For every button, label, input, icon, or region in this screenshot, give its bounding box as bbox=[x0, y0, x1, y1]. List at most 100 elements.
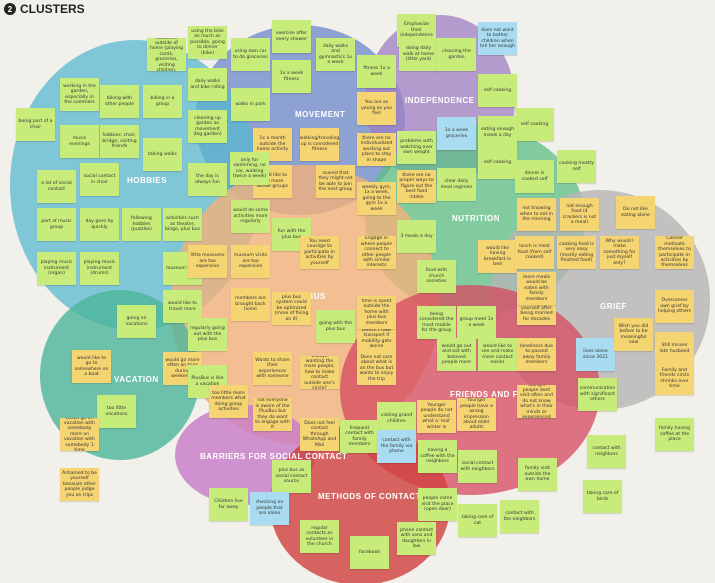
sticky-note[interactable]: playing music instrument (drums) bbox=[80, 252, 119, 285]
sticky-note[interactable]: plus bus as social contact source bbox=[272, 460, 311, 493]
sticky-note[interactable]: playing music instrument (organ) bbox=[37, 252, 76, 285]
sticky-note[interactable]: Family and friends circle shrinks over t… bbox=[655, 362, 694, 395]
sticky-note[interactable]: music evenings bbox=[60, 125, 99, 158]
sticky-note[interactable]: walking/traveling up is considered fitne… bbox=[300, 128, 339, 161]
sticky-note[interactable]: phone contact with sons and daughters in… bbox=[397, 522, 436, 555]
sticky-note[interactable]: cleaning the garden bbox=[437, 38, 476, 71]
sticky-note[interactable]: social contact with neighbors bbox=[458, 450, 497, 483]
sticky-note[interactable]: would go on vacation with somebody more … bbox=[60, 418, 99, 451]
sticky-note[interactable]: visiting grand children bbox=[377, 402, 416, 435]
sticky-note[interactable]: exercise after every shower bbox=[272, 20, 311, 53]
sticky-note[interactable]: people come visit the place (open door) bbox=[418, 488, 457, 521]
sticky-note[interactable]: Younger people do not understand what a … bbox=[417, 400, 456, 433]
sticky-note[interactable]: facebook bbox=[350, 536, 389, 569]
sticky-note[interactable]: taking care of birds bbox=[583, 480, 622, 513]
sticky-note[interactable]: always wanting the more people, how to m… bbox=[300, 356, 339, 389]
sticky-note[interactable]: taking care of cat bbox=[458, 504, 497, 537]
sticky-note[interactable]: cooking food is very easy (mostly eating… bbox=[557, 236, 596, 269]
sticky-note[interactable]: hobbies: choir, bridge, visiting friends bbox=[100, 125, 139, 158]
sticky-note[interactable]: dinner is cooked self bbox=[515, 160, 554, 193]
sticky-note[interactable]: doing daily walk at home (little yard) bbox=[399, 38, 438, 71]
sticky-note[interactable]: activities such as theater, bingo, plus … bbox=[163, 208, 202, 241]
sticky-note[interactable]: would like to see and make more contact … bbox=[478, 338, 517, 371]
sticky-note[interactable]: more meals would be eaten with family me… bbox=[517, 272, 556, 305]
sticky-note[interactable]: 1x a week groceries bbox=[437, 117, 476, 150]
sticky-note[interactable]: daily walks and gymnastics 1x a week bbox=[316, 38, 355, 71]
sticky-note[interactable]: Do not like eating alone bbox=[616, 196, 655, 229]
sticky-note[interactable]: lunch is most food (from self cooked) bbox=[515, 236, 554, 269]
sticky-note[interactable]: cleaning up garden as movement (big gard… bbox=[188, 110, 227, 143]
sticky-note[interactable]: going on vacations bbox=[117, 305, 156, 338]
sticky-note[interactable]: plus bus system could be optimized (more… bbox=[272, 292, 311, 325]
sticky-note[interactable]: Ashamed to be yourself because other peo… bbox=[60, 468, 99, 501]
sticky-note[interactable]: there are no proper ways to figure out t… bbox=[397, 170, 436, 203]
sticky-note[interactable]: biking with other people bbox=[100, 85, 139, 118]
sticky-note[interactable]: Cannot motivate themselves to participat… bbox=[655, 236, 694, 269]
sticky-note[interactable]: would do some activities more regularly bbox=[231, 200, 270, 233]
sticky-note[interactable]: self cooking bbox=[478, 74, 517, 107]
sticky-note[interactable]: family visit outside the own home bbox=[518, 458, 557, 491]
sticky-note[interactable]: too little vacations bbox=[97, 395, 136, 428]
sticky-note[interactable]: social contact in choir bbox=[80, 163, 119, 196]
sticky-note[interactable]: eating enough meals a day bbox=[478, 116, 517, 149]
sticky-note[interactable]: many activities outside of home (playing… bbox=[147, 38, 186, 71]
sticky-note[interactable]: Does not feel contact through WhatsApp a… bbox=[300, 418, 339, 451]
sticky-note[interactable]: Overcomes own grief by helping others bbox=[655, 290, 694, 323]
sticky-note[interactable]: Why would I make something for just myse… bbox=[600, 236, 639, 269]
sticky-note[interactable]: clear daily meal regimen bbox=[437, 168, 476, 201]
sticky-note[interactable]: scared that they might not be able to jo… bbox=[316, 165, 355, 198]
sticky-note[interactable]: not knowing when to eat in the morning bbox=[517, 198, 556, 231]
sticky-note[interactable]: part of music group bbox=[37, 208, 76, 241]
sticky-note[interactable]: using the bike as much as possible, goin… bbox=[188, 26, 227, 59]
sticky-note[interactable]: being considered the most mobile for the… bbox=[417, 306, 456, 339]
sticky-note[interactable]: museum visits are too expensive bbox=[231, 245, 270, 278]
sticky-note[interactable]: Does not care about what is on the bus b… bbox=[357, 352, 396, 385]
sticky-note[interactable]: You need courage to participate in activ… bbox=[300, 236, 339, 269]
sticky-note[interactable]: problems with watching over own weight bbox=[397, 131, 436, 164]
sticky-note[interactable]: only for swimming, no car, walking (twic… bbox=[230, 152, 269, 185]
sticky-note[interactable]: weekly gym, 1x a week, going to the gym … bbox=[357, 182, 396, 215]
sticky-note[interactable]: little museums are too expensive bbox=[188, 245, 227, 278]
sticky-note[interactable]: communication with significant others bbox=[578, 378, 617, 411]
sticky-note[interactable]: fitness 1x a week bbox=[357, 55, 396, 88]
sticky-note[interactable]: Engage in where people connect to other … bbox=[357, 236, 396, 269]
sticky-note[interactable]: regular contacts as volunteer in the chu… bbox=[300, 520, 339, 553]
sticky-note[interactable]: time is spent outside the home with plus… bbox=[357, 296, 396, 329]
sticky-note[interactable]: 3 meals a day bbox=[397, 220, 436, 253]
sticky-note[interactable]: following hobbies (puzzles) bbox=[122, 208, 161, 241]
sticky-note[interactable]: 1x a week fitness bbox=[272, 60, 311, 93]
sticky-note[interactable]: Still misses late husband bbox=[655, 332, 694, 365]
sticky-note[interactable]: contact with the family via phone bbox=[377, 430, 416, 463]
sticky-note[interactable]: would like having breakfast in bed bbox=[478, 240, 517, 273]
sticky-note[interactable]: would like to go to somewhere on a boat bbox=[72, 350, 111, 383]
sticky-note[interactable]: members are brought back home bbox=[231, 288, 270, 321]
sticky-note[interactable]: daily walks and bike riding bbox=[188, 68, 227, 101]
sticky-note[interactable]: family having coffee at the place bbox=[655, 418, 694, 451]
sticky-note[interactable]: too little more members what doing group… bbox=[209, 385, 248, 418]
sticky-note[interactable]: not everyone is aware of the PlusBus but… bbox=[253, 398, 292, 431]
sticky-note[interactable]: Younger people have a wrong impression a… bbox=[457, 398, 496, 431]
sticky-note[interactable]: You are as young as you feel bbox=[357, 92, 396, 125]
sticky-note[interactable]: walks in park bbox=[231, 88, 270, 121]
sticky-note[interactable]: would like to travel more bbox=[163, 290, 202, 323]
sticky-note[interactable]: Younger people dont visit often and do n… bbox=[517, 385, 556, 418]
sticky-note[interactable]: checking on people that are alone bbox=[250, 492, 289, 525]
sticky-note[interactable]: frequent contact with family members bbox=[340, 420, 379, 453]
sticky-note[interactable]: a lot of social contact bbox=[37, 170, 76, 203]
sticky-note[interactable]: working in the garden, especially in the… bbox=[60, 78, 99, 111]
sticky-note[interactable]: group meet 1x a week bbox=[457, 306, 496, 339]
sticky-note[interactable]: would go out and eat with beloved people… bbox=[437, 338, 476, 371]
sticky-note[interactable]: Wish you did before to be meaningful now bbox=[614, 318, 653, 351]
sticky-note[interactable]: contact with neighbors bbox=[587, 435, 626, 468]
sticky-note[interactable]: does not want to bother children when te… bbox=[478, 22, 517, 55]
sticky-note[interactable]: regularly going out with the plus bus bbox=[188, 318, 227, 351]
sticky-note[interactable]: day goes by quickly bbox=[80, 208, 119, 241]
sticky-note[interactable]: contact with the neighbors bbox=[500, 500, 539, 533]
sticky-note[interactable]: biking in a group bbox=[143, 85, 182, 118]
sticky-note[interactable]: the day is always fun bbox=[188, 163, 227, 196]
sticky-note[interactable]: Children live far away bbox=[209, 488, 248, 521]
sticky-note[interactable]: being part of a choir bbox=[16, 108, 55, 141]
sticky-note[interactable]: loneliness due to passed away family mem… bbox=[517, 338, 556, 371]
sticky-note[interactable]: self cooking bbox=[515, 108, 554, 141]
sticky-note[interactable]: having a coffee with the neighbors bbox=[418, 440, 457, 473]
